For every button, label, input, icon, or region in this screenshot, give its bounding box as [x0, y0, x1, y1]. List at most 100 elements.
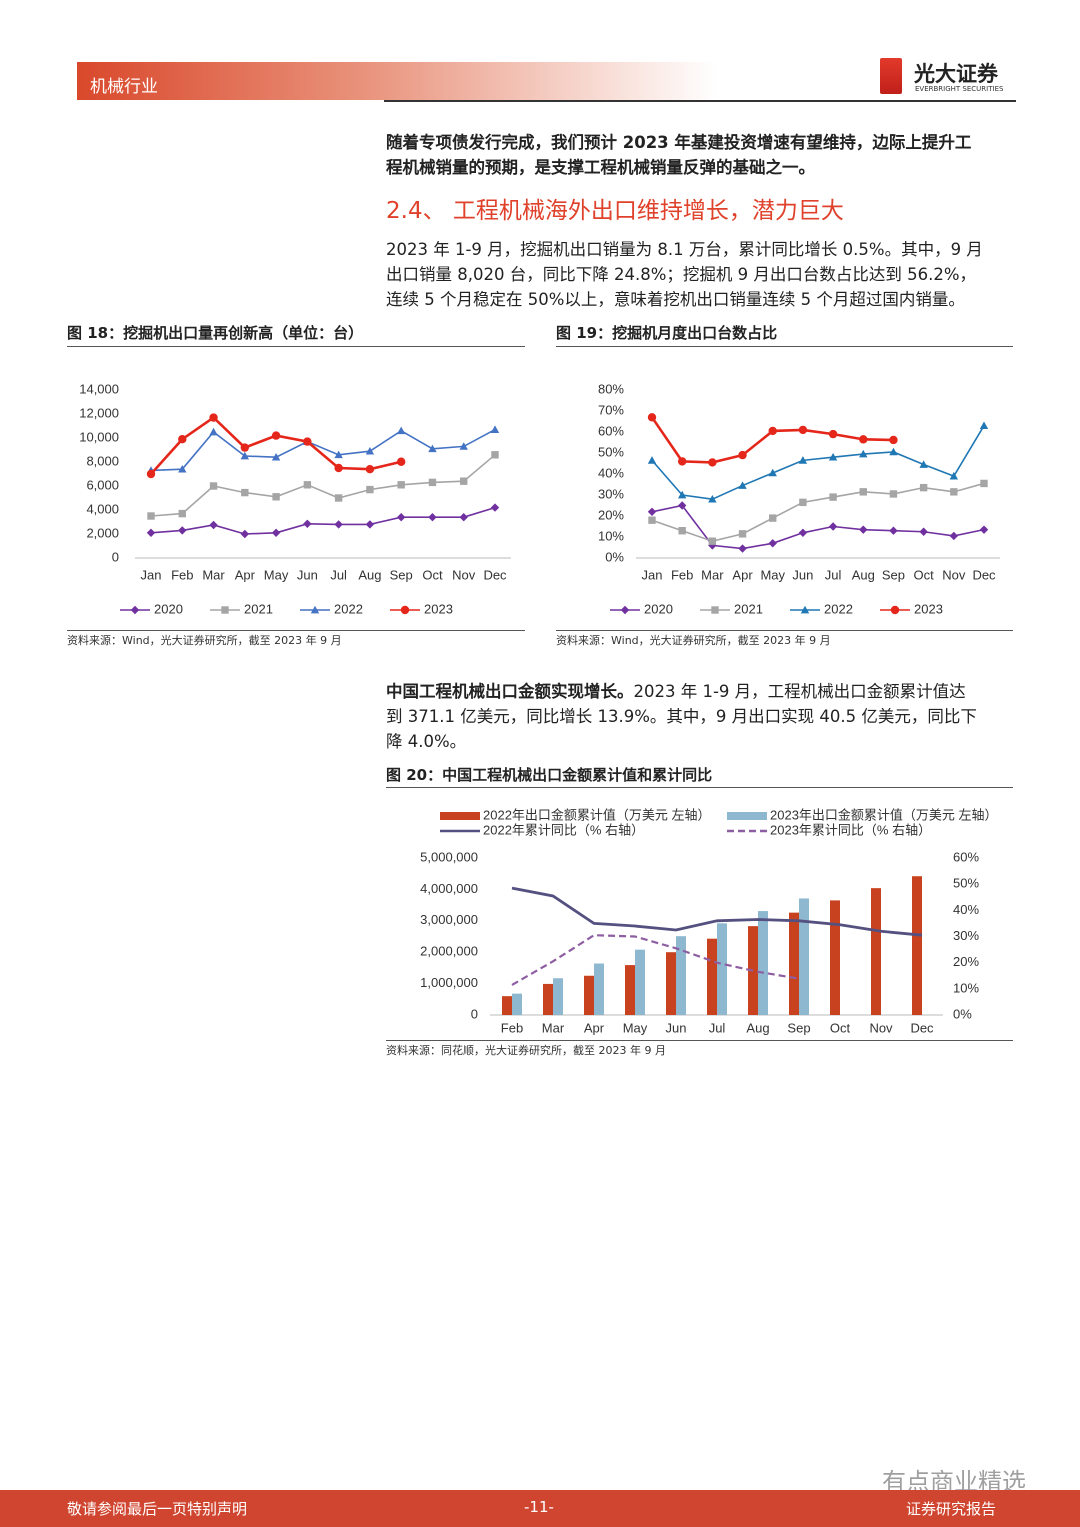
x-tick-label: Apr [732, 567, 753, 582]
y2-tick-label: 10% [953, 980, 979, 995]
marker [678, 527, 686, 535]
series-line [651, 504, 985, 550]
bar [502, 996, 512, 1015]
marker [799, 498, 807, 507]
x-tick-label: Jun [666, 1020, 687, 1035]
marker [303, 481, 312, 489]
paragraph-line: 随着专项债发行完成，我们预计 2023 年基建投资增速有望维持，边际上提升工 [386, 133, 972, 152]
y2-tick-label: 40% [953, 902, 979, 917]
series-line [650, 416, 894, 464]
y-tick-label: 4,000,000 [420, 881, 478, 896]
marker [620, 605, 630, 615]
x-tick-label: Mar [542, 1020, 565, 1035]
bar [635, 949, 645, 1015]
marker [798, 456, 808, 464]
x-tick-label: Dec [972, 567, 996, 582]
bar [666, 952, 676, 1015]
bar [912, 876, 922, 1015]
marker [366, 485, 374, 494]
marker [428, 444, 437, 453]
marker [828, 453, 838, 461]
marker [647, 456, 657, 464]
marker [147, 512, 155, 520]
legend-swatch [440, 812, 480, 820]
marker [178, 509, 186, 518]
bar [584, 975, 594, 1015]
marker [890, 605, 900, 615]
x-tick-label: Oct [830, 1020, 851, 1035]
figure-title: 图 19：挖掘机月度出口台数占比 [556, 324, 778, 342]
marker [950, 488, 958, 496]
legend-label: 2020 [154, 601, 183, 616]
marker [241, 488, 249, 497]
bar [553, 978, 563, 1015]
x-tick-label: Feb [671, 567, 693, 582]
marker [738, 530, 747, 538]
marker [491, 451, 499, 459]
figure-rule [67, 346, 525, 347]
marker [240, 529, 250, 539]
x-tick-label: Feb [171, 567, 193, 582]
marker [146, 528, 156, 537]
marker [798, 425, 808, 435]
y-tick-label: 80% [598, 381, 624, 396]
series-line [511, 886, 923, 937]
marker [209, 482, 218, 490]
x-tick-label: Dec [910, 1020, 934, 1035]
x-tick-label: Jan [141, 567, 162, 582]
paragraph-line: 2023 年 1-9 月，挖掘机出口销量为 8.1 万台，累计同比增长 0.5%… [386, 240, 983, 259]
marker [919, 527, 928, 536]
paragraph-line: 出口销量 8,020 台，同比下降 24.8%；挖掘机 9 月出口台数占比达到 … [386, 265, 977, 284]
marker [677, 457, 687, 466]
series-line [150, 454, 496, 517]
y-tick-label: 0% [605, 549, 624, 564]
marker [397, 481, 405, 489]
y-tick-label: 20% [598, 507, 624, 522]
bar [717, 923, 727, 1015]
legend-label: 2021 [734, 601, 763, 616]
marker [859, 525, 868, 534]
figure-source: 资料来源：同花顺，光大证券研究所，截至 2023 年 9 月 [386, 1044, 666, 1057]
section-heading: 2.4、 工程机械海外出口维持增长，潜力巨大 [386, 198, 844, 224]
paragraph-line: 程机械销量的预期，是支撑工程机械销量反弹的基础之一。 [386, 158, 815, 177]
x-tick-label: Nov [869, 1020, 893, 1035]
x-tick-label: May [760, 567, 785, 582]
x-tick-label: Mar [701, 567, 724, 582]
legend-label: 2020 [644, 601, 673, 616]
marker [677, 501, 687, 510]
legend-label: 2023年出口金额累计值（万美元 左轴） [770, 807, 998, 822]
marker [919, 460, 928, 468]
marker [365, 520, 375, 529]
x-tick-label: Sep [882, 567, 905, 582]
x-tick-label: Sep [787, 1020, 810, 1035]
x-tick-label: May [623, 1020, 648, 1035]
marker [738, 450, 747, 460]
paragraph-lead: 中国工程机械出口金额实现增长。 [386, 682, 634, 701]
y-tick-label: 0 [471, 1006, 478, 1021]
marker [221, 606, 229, 614]
marker [365, 465, 375, 474]
marker [178, 465, 187, 473]
legend-label: 2022年累计同比（% 右轴） [483, 822, 644, 837]
figure-title: 图 18：挖掘机出口量再创新高（单位：台） [67, 324, 364, 342]
marker [889, 526, 898, 535]
y-tick-label: 2,000,000 [420, 944, 478, 959]
legend-label: 2023 [914, 601, 943, 616]
marker [459, 513, 468, 522]
marker [271, 431, 281, 440]
x-tick-label: Jul [330, 567, 347, 582]
y-tick-label: 1,000,000 [420, 975, 478, 990]
marker [979, 525, 989, 534]
series-line [150, 415, 402, 475]
series-line [651, 482, 985, 543]
logo-en: EVERBRIGHT SECURITIES [915, 85, 1004, 93]
marker [800, 605, 810, 614]
marker [708, 458, 717, 467]
marker [178, 435, 187, 444]
footer-right: 证券研究报告 [906, 1500, 997, 1518]
series-line [150, 506, 496, 535]
marker [400, 605, 410, 615]
legend-label: 2023 [424, 601, 453, 616]
y2-tick-label: 20% [953, 954, 979, 969]
x-tick-label: Jun [792, 567, 813, 582]
